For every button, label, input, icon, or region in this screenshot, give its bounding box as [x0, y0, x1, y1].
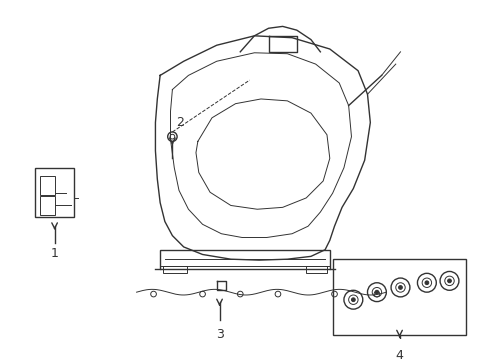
Bar	[332, 259, 466, 334]
Text: 4: 4	[395, 349, 403, 360]
Bar	[160, 250, 329, 269]
Bar	[163, 266, 186, 273]
Bar	[305, 266, 326, 273]
Circle shape	[398, 285, 402, 289]
Bar	[35, 168, 74, 217]
Circle shape	[424, 281, 428, 285]
Circle shape	[447, 279, 450, 283]
Text: 2: 2	[176, 116, 183, 129]
Text: 1: 1	[51, 247, 59, 260]
Circle shape	[374, 290, 378, 294]
Circle shape	[351, 298, 354, 302]
Text: 3: 3	[215, 328, 223, 341]
Bar	[41, 196, 55, 215]
Bar	[41, 176, 55, 195]
